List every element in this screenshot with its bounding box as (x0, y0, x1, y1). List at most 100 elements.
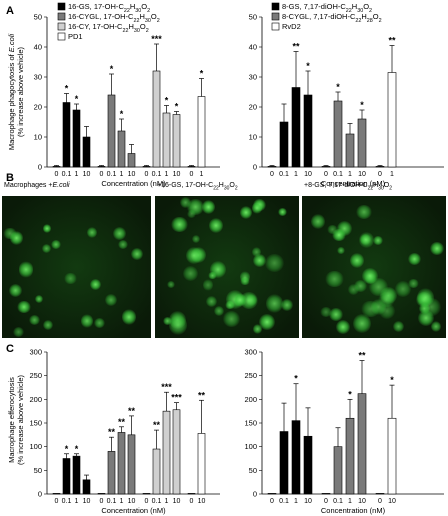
y-tick-label: 300 (244, 348, 257, 357)
fluorescent-cell (328, 307, 343, 322)
bar (72, 455, 81, 495)
y-tick-label: 250 (29, 371, 42, 380)
y-tick-label: 150 (29, 419, 42, 428)
y-tick-label: 150 (244, 419, 257, 428)
significance-label: * (200, 69, 204, 79)
legend-swatch (57, 12, 66, 21)
fluorescent-cell (206, 295, 218, 307)
y-tick-label: 0 (38, 490, 42, 499)
fluorescent-cell (131, 247, 143, 261)
y-axis-label: Macrophage phagocytosis of E.coli (7, 34, 16, 151)
fluorescent-cell (28, 314, 41, 325)
significance-label: ** (358, 351, 366, 361)
panel-label-a: A (6, 5, 14, 17)
bar (97, 493, 106, 495)
significance-label: ** (292, 42, 300, 52)
fluorescent-cell (192, 235, 201, 244)
fluorescent-cell (430, 241, 445, 256)
x-tick-label: 0 (190, 498, 194, 505)
x-tick-label: 1 (348, 171, 352, 178)
fluorescent-cell (337, 246, 346, 255)
x-tick-label: 0 (55, 498, 59, 505)
legend-label: RvD2 (282, 22, 301, 31)
fluorescent-cell (183, 265, 199, 282)
x-tick-label: 0.1 (152, 171, 162, 178)
micro-label-8gs: +8-GS, 7,17-diOH-C22H30O2 (304, 182, 393, 192)
bar (387, 72, 397, 168)
fluorescent-cell (208, 218, 223, 234)
y-tick-label: 20 (34, 103, 42, 112)
micrograph-8gs (302, 196, 446, 338)
y-tick-label: 50 (249, 13, 257, 22)
x-tick-label: 0.1 (62, 171, 72, 178)
x-tick-label: 1 (348, 498, 352, 505)
bar (267, 166, 277, 168)
y-axis-label: Macrophage efferocytosis (7, 377, 16, 463)
x-tick-label: 1 (75, 171, 79, 178)
bar (345, 133, 355, 168)
x-tick-label: 0 (55, 171, 59, 178)
fluorescent-cell (50, 239, 61, 250)
x-tick-label: 0.1 (62, 498, 72, 505)
fluorescent-cell (395, 281, 411, 298)
significance-label: * (390, 375, 394, 385)
fluorescent-cell (239, 205, 253, 220)
bar (62, 102, 71, 168)
y-tick-label: 200 (29, 395, 42, 404)
fluorescent-cell (233, 293, 247, 307)
x-tick-label: 1 (294, 171, 298, 178)
x-tick-label: 1 (165, 498, 169, 505)
bar (62, 458, 71, 495)
bar (172, 114, 181, 168)
y-tick-label: 100 (244, 442, 257, 451)
y-tick-label: 40 (34, 43, 42, 52)
x-tick-label: 0.1 (107, 498, 117, 505)
y-tick-label: 50 (34, 466, 42, 475)
fluorescent-cell (311, 213, 325, 230)
bar (197, 96, 206, 168)
fluorescent-cell (324, 270, 344, 288)
bar (72, 109, 81, 168)
bar (127, 153, 136, 168)
fluorescent-cell (43, 319, 54, 330)
bar (52, 493, 61, 495)
fluorescent-cell (265, 294, 283, 313)
significance-label: ** (388, 36, 396, 46)
y-axis-label-units: (% increase above vehicle) (16, 374, 25, 465)
y-tick-label: 300 (29, 348, 42, 357)
legend-label: 8-GS, 7,17-diOH-C22H30O2 (282, 2, 372, 14)
significance-label: * (360, 100, 364, 110)
legend-label: PD1 (68, 32, 83, 41)
x-tick-label: 1 (165, 171, 169, 178)
significance-label: * (165, 96, 169, 106)
fluorescent-cell (258, 313, 276, 331)
fluorescent-cell (252, 246, 262, 257)
fluorescent-cell (416, 287, 434, 307)
x-tick-label: 0 (100, 171, 104, 178)
fluorescent-cell (353, 280, 367, 293)
fluorescent-cell (185, 247, 202, 265)
micro-label-control: Macrophages +E.coli (4, 182, 70, 189)
y-tick-label: 10 (34, 133, 42, 142)
significance-label: * (348, 389, 352, 399)
fluorescent-cell (17, 301, 31, 313)
bar (357, 393, 367, 495)
bar (97, 166, 106, 168)
significance-label: ** (128, 406, 136, 416)
bar (375, 493, 385, 495)
bar (357, 118, 367, 168)
bar (291, 87, 301, 168)
bar (303, 94, 313, 168)
bar (107, 451, 116, 495)
fluorescent-cell (64, 272, 77, 284)
fluorescent-cell (264, 254, 284, 272)
x-tick-label: 0 (270, 171, 274, 178)
bar (321, 493, 331, 495)
fluorescent-cell (320, 307, 332, 318)
bar (387, 417, 397, 495)
x-tick-label: 10 (173, 498, 181, 505)
y-tick-label: 0 (253, 490, 257, 499)
bar (333, 100, 343, 168)
